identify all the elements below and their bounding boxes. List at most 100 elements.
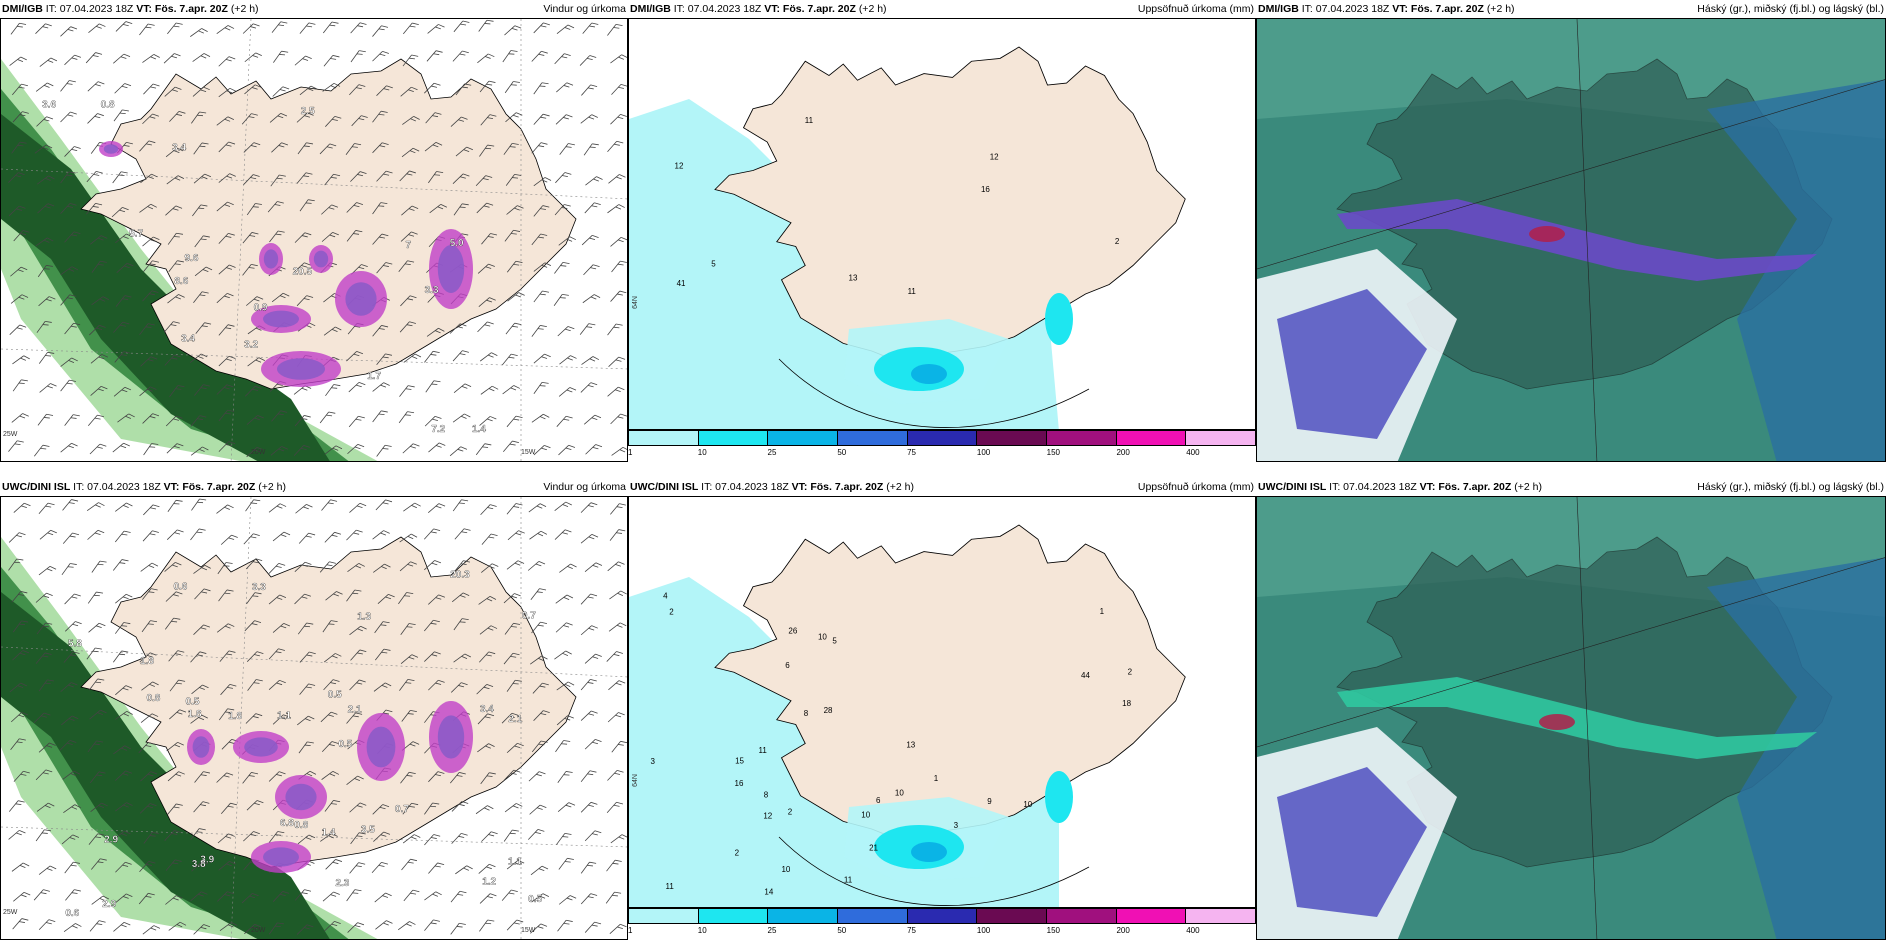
wind-barb [531, 413, 550, 423]
wind-barb [273, 50, 289, 63]
wind-barb [271, 142, 289, 153]
wind-barb [143, 504, 160, 516]
precip-value-label: 3.5 [361, 824, 375, 835]
wind-precip-map[interactable]: 0.6 1.1 0.6 0.8 0.7 2.1 0.5 1.1 1.8 0.8 0.5 2.1 1.8 3… [0, 496, 628, 940]
cloud-cover-map[interactable] [1256, 496, 1886, 940]
wind-barb [580, 861, 597, 874]
accum-precip-map[interactable]: 2 4 3 1 2 3 5 2 11 9 12 13 14 16 6 8 10 2 6 28 18 21 10 11 15 10 8… [628, 496, 1256, 908]
wind-barb [349, 625, 367, 636]
wind-barb [345, 143, 362, 155]
wind-barb [59, 739, 77, 751]
wind-barb [323, 55, 340, 67]
wind-barb [12, 918, 29, 930]
precip-value-label: 3.8 [192, 859, 206, 870]
colorbar-segment [629, 431, 699, 445]
wind-barb [609, 923, 627, 934]
wind-barb [504, 25, 522, 36]
wind-barb [165, 147, 184, 158]
wind-barb [533, 353, 551, 364]
wind-precip-map[interactable]: 0.9 5.7 0.8 3.3 1.4 3.4 3.2 8.6 3.4 7 5.0 2.5 3.6 7.2… [0, 18, 628, 462]
precip-value-label: 5.0 [450, 238, 464, 249]
wind-barb [271, 410, 288, 422]
wind-barb [114, 83, 132, 94]
wind-barb [13, 891, 31, 902]
wind-barb [607, 712, 625, 723]
wind-barb [294, 55, 312, 66]
precip-value-label: 1.4 [472, 424, 486, 435]
wind-barb [217, 562, 233, 575]
wind-barb [267, 201, 284, 213]
wind-barb [478, 596, 497, 605]
wind-barb [607, 769, 624, 781]
wind-barb [530, 865, 549, 876]
wind-barb [398, 592, 414, 605]
wind-barb [452, 499, 469, 512]
wind-barb [424, 350, 440, 363]
wind-barb [8, 800, 25, 812]
wind-barb [195, 322, 212, 334]
wind-barb [270, 174, 286, 187]
cloud-cover-map[interactable] [1256, 18, 1886, 462]
wind-barb [35, 652, 52, 664]
wind-barb [12, 650, 30, 661]
colorbar-tick-label: 200 [1116, 926, 1130, 935]
wind-barb [268, 648, 285, 660]
wind-barb [399, 321, 416, 333]
wind-barb [85, 52, 103, 64]
wind-barb [479, 416, 497, 426]
wind-barb [424, 834, 441, 846]
wind-barb [607, 386, 625, 397]
wind-barb [166, 175, 185, 185]
wind-barb [454, 528, 471, 540]
wind-barb [321, 771, 340, 780]
wind-barb [531, 325, 547, 337]
wind-barb [477, 53, 495, 64]
wind-barb [581, 356, 600, 365]
wind-barb [449, 323, 467, 334]
wind-barb [399, 561, 417, 572]
wind-barb [35, 237, 54, 247]
wind-barb [299, 199, 315, 212]
wind-barb [39, 57, 58, 67]
wind-barb [243, 533, 260, 545]
accum-precip-map[interactable]: 11 12 2 13 11 5 12 16 41 64N [628, 18, 1256, 430]
wind-barb [584, 830, 602, 842]
accum-value-label: 5 [711, 259, 716, 268]
wind-barb [400, 654, 419, 664]
wind-barb [376, 353, 393, 366]
wind-barb [9, 324, 27, 336]
precip-value-label: 0.5 [186, 696, 200, 707]
wind-barb [90, 385, 108, 396]
wind-barb [376, 444, 392, 457]
wind-barb [142, 588, 158, 600]
wind-barb [402, 834, 421, 844]
wind-barb [269, 112, 288, 123]
wind-barb [530, 588, 547, 600]
wind-barb [533, 381, 549, 395]
axis-label: 15W [521, 449, 536, 456]
wind-barb [533, 82, 549, 95]
wind-barb [218, 141, 236, 153]
wind-barb [63, 804, 81, 814]
wind-barb [65, 889, 81, 901]
wind-barb [580, 893, 598, 905]
wind-barb [375, 499, 393, 511]
wind-barb [247, 357, 265, 367]
wind-barb [115, 861, 132, 873]
accum-value-label: 1 [1100, 607, 1105, 616]
wind-barb [377, 593, 395, 604]
wind-barb [374, 892, 392, 903]
accum-value-label: 6 [785, 661, 790, 670]
wind-barb [244, 84, 262, 95]
convective-core [263, 310, 299, 328]
precip-value-label: 3.6 [42, 99, 56, 110]
wind-barb [218, 232, 235, 244]
wind-barb [505, 173, 522, 186]
wind-barb [323, 326, 342, 336]
wind-barb [88, 622, 106, 633]
wind-barb [243, 174, 260, 185]
wind-barb [428, 771, 445, 783]
wind-barb [402, 802, 419, 815]
convective-core [285, 783, 317, 811]
wind-barb [37, 265, 53, 278]
